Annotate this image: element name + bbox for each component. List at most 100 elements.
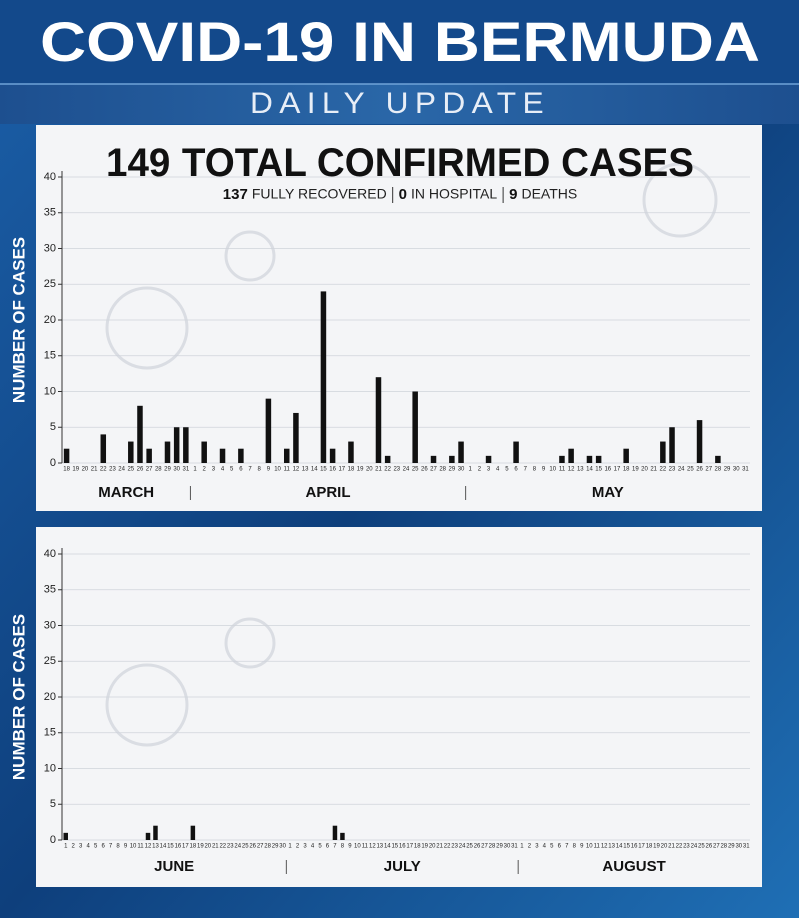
day-label: 18	[414, 844, 421, 850]
panel	[36, 125, 762, 511]
day-label: 9	[267, 467, 271, 473]
bar	[100, 434, 107, 463]
day-label: 28	[715, 467, 722, 473]
day-label: 21	[650, 467, 657, 473]
y-tick-label: 15	[44, 727, 56, 739]
day-label: 26	[249, 844, 256, 850]
day-label: 24	[234, 844, 241, 850]
bar	[146, 448, 152, 463]
day-label: 23	[227, 844, 234, 850]
day-label: 17	[338, 467, 345, 473]
day-label: 28	[264, 844, 271, 850]
day-label: 25	[698, 844, 705, 850]
day-label: 5	[94, 844, 98, 850]
day-label: 21	[668, 844, 675, 850]
day-label: 17	[182, 844, 189, 850]
y-tick-label: 15	[44, 350, 56, 362]
day-label: 20	[661, 844, 668, 850]
y-tick-label: 0	[50, 457, 56, 469]
day-label: 13	[608, 844, 615, 850]
day-label: 5	[505, 467, 509, 473]
day-label: 25	[127, 467, 134, 473]
day-label: 14	[311, 467, 318, 473]
decoration	[105, 162, 718, 747]
month-label: JUNE	[154, 858, 194, 875]
day-label: 17	[638, 844, 645, 850]
bar	[715, 455, 721, 463]
day-label: 27	[257, 844, 264, 850]
y-tick-label: 25	[44, 278, 56, 290]
day-label: 12	[601, 844, 608, 850]
day-label: 20	[82, 467, 89, 473]
day-label: 22	[660, 467, 667, 473]
day-label: 28	[720, 844, 727, 850]
day-label: 24	[459, 844, 466, 850]
stat-value: 0	[399, 186, 407, 203]
y-tick-label: 30	[44, 619, 56, 631]
day-label: 28	[155, 467, 162, 473]
y-tick-label: 10	[44, 385, 56, 397]
y-tick-label: 35	[44, 584, 56, 596]
day-label: 23	[109, 467, 116, 473]
day-label: 18	[646, 844, 653, 850]
day-label: 27	[481, 844, 488, 850]
day-label: 22	[444, 844, 451, 850]
stat-label: IN HOSPITAL	[411, 186, 497, 202]
bar	[145, 832, 151, 840]
day-label: 20	[204, 844, 211, 850]
bar	[485, 455, 492, 463]
bar	[153, 825, 158, 840]
day-label: 5	[550, 844, 554, 850]
y-tick-label: 0	[50, 834, 56, 846]
month-label: JULY	[384, 858, 421, 875]
month-label: APRIL	[306, 484, 351, 501]
day-label: 12	[568, 467, 575, 473]
day-label: 7	[565, 844, 569, 850]
bar	[283, 448, 290, 463]
day-label: 26	[137, 467, 144, 473]
day-label: 7	[333, 844, 337, 850]
bar	[332, 825, 338, 840]
day-label: 25	[412, 467, 419, 473]
day-label: 24	[678, 467, 685, 473]
day-label: 3	[79, 844, 83, 850]
day-label: 17	[614, 467, 621, 473]
day-label: 22	[100, 467, 107, 473]
day-label: 16	[329, 467, 336, 473]
day-label: 27	[430, 467, 437, 473]
day-label: 26	[696, 467, 703, 473]
day-label: 23	[683, 844, 690, 850]
day-label: 20	[429, 844, 436, 850]
bar	[340, 832, 345, 840]
y-tick-label: 35	[44, 207, 56, 219]
stat-value: 137	[223, 186, 248, 203]
y-tick-label: 40	[44, 548, 56, 560]
day-label: 19	[357, 467, 364, 473]
day-label: 19	[197, 844, 204, 850]
day-label: 4	[87, 844, 91, 850]
bar	[586, 455, 593, 463]
day-label: 8	[533, 467, 537, 473]
day-label: 12	[369, 844, 376, 850]
day-label: 1	[193, 467, 197, 473]
headline-text: TOTAL CONFIRMED CASES	[182, 141, 694, 185]
day-label: 7	[109, 844, 113, 850]
day-label: 29	[449, 467, 456, 473]
day-label: 30	[735, 844, 742, 850]
day-label: 16	[399, 844, 406, 850]
day-label: 6	[101, 844, 105, 850]
day-label: 14	[616, 844, 623, 850]
bar	[660, 441, 666, 463]
day-label: 14	[384, 844, 391, 850]
day-label: 18	[190, 844, 197, 850]
day-label: 29	[724, 467, 731, 473]
day-label: 18	[623, 467, 630, 473]
day-label: 26	[706, 844, 713, 850]
day-label: 22	[676, 844, 683, 850]
day-label: 12	[145, 844, 152, 850]
day-label: 27	[713, 844, 720, 850]
bar	[568, 448, 574, 463]
day-label: 6	[558, 844, 562, 850]
day-label: 8	[116, 844, 120, 850]
